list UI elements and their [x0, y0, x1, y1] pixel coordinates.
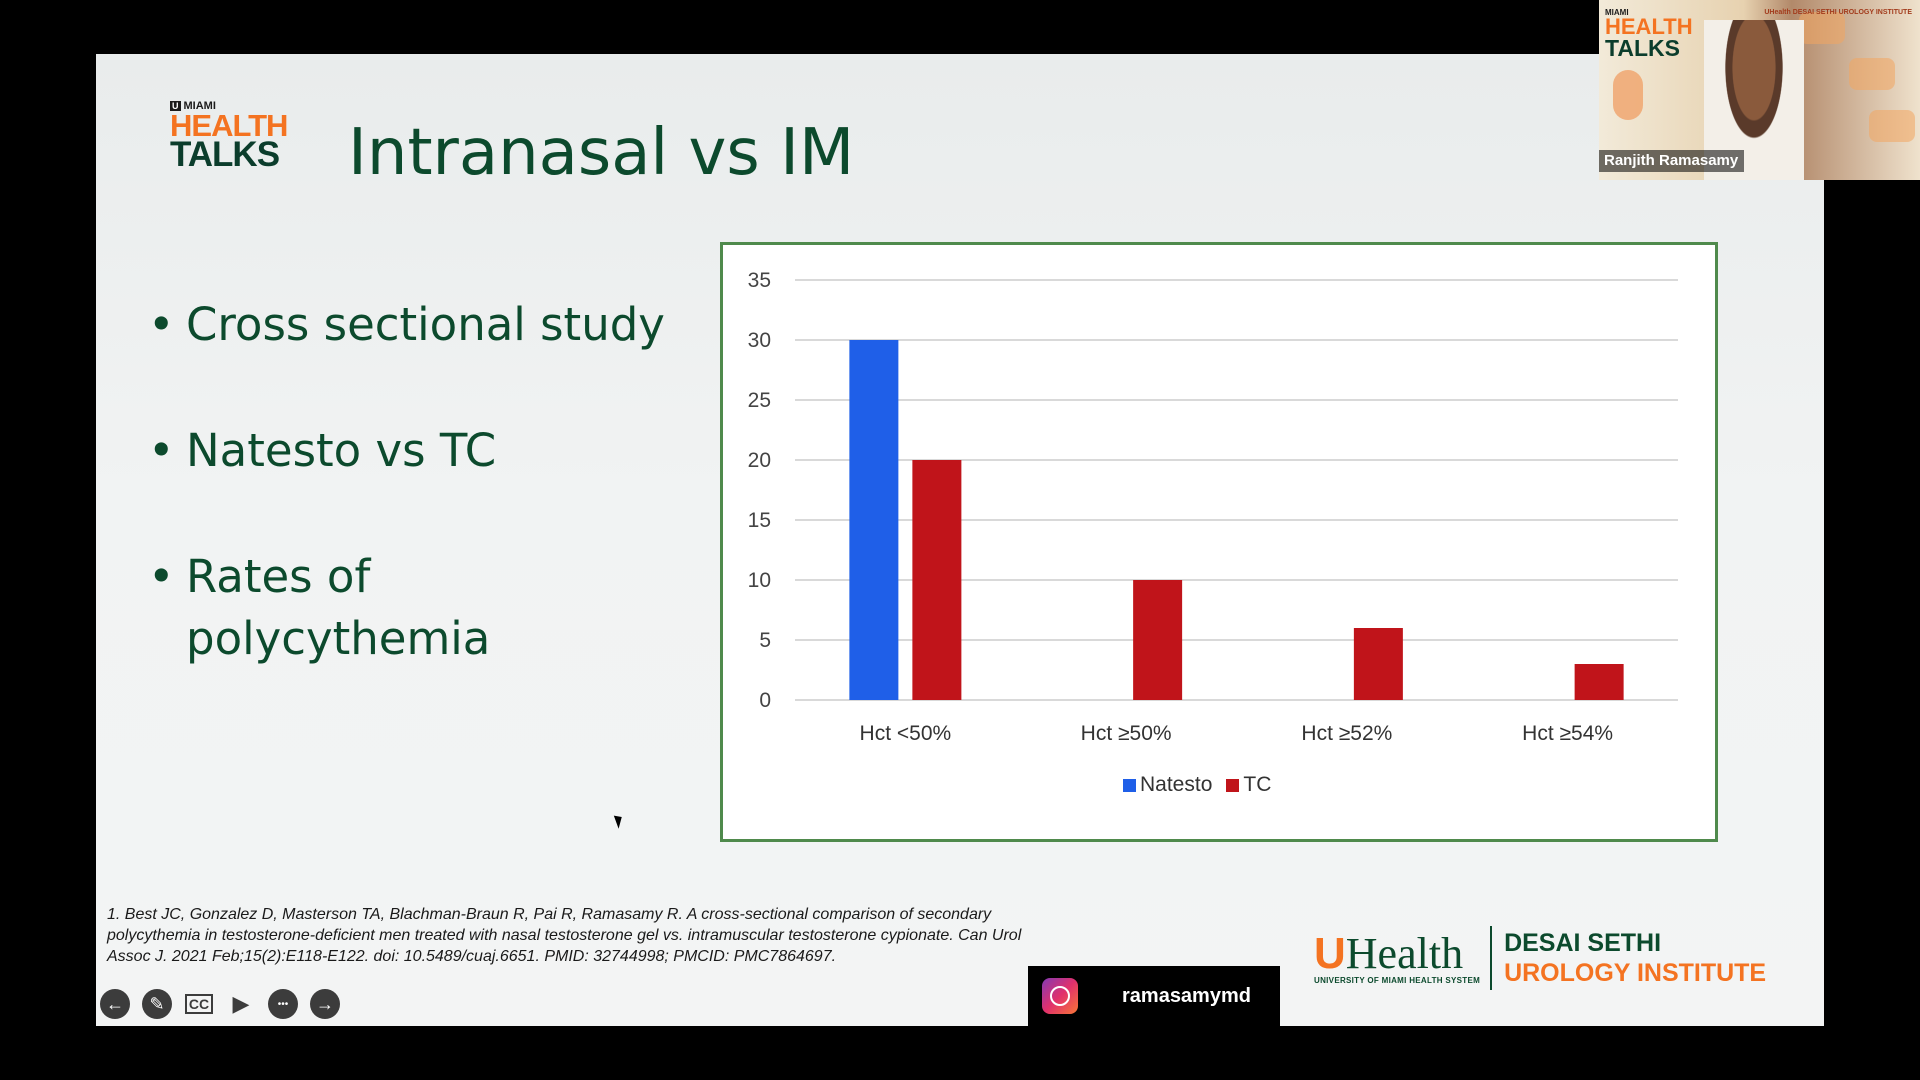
previous-slide-button[interactable]: ←	[100, 989, 130, 1019]
bar-tc	[1353, 628, 1403, 700]
speaker-name-label: Ranjith Ramasamy	[1599, 150, 1745, 172]
arrow-left-icon: ←	[106, 993, 124, 1014]
pen-tool-button[interactable]: ✎	[142, 989, 172, 1019]
y-tick-label: 10	[748, 569, 771, 592]
slide-title: Intranasal vs IM	[348, 116, 855, 190]
y-tick-label: 30	[748, 329, 771, 352]
health-talks-logo: U MIAMI HEALTH TALKS	[170, 100, 288, 174]
bullet-item: Rates of polycythemia	[148, 546, 516, 670]
bullet-item: Cross sectional study	[148, 294, 668, 356]
video-camera-icon: ▶	[232, 991, 250, 1016]
chart-canvas: 0 5 10 15 20 25 30 35 Hct <50% Hct ≥50% Hct ≥52% Hc…	[748, 269, 1678, 745]
captions-button[interactable]: CC	[184, 989, 214, 1019]
arrow-right-icon: →	[316, 993, 334, 1014]
x-tick-label: Hct ≥54%	[1522, 722, 1613, 745]
chart-legend: Natesto TC	[1123, 773, 1271, 797]
y-tick-label: 0	[759, 689, 771, 712]
webcam-brand-logo: UHealth DESAI SETHI UROLOGY INSTITUTE	[1764, 9, 1912, 16]
bullet-item: Natesto vs TC	[148, 420, 668, 482]
more-options-button[interactable]: •••	[268, 989, 298, 1019]
bar-natesto	[849, 340, 899, 700]
bar-chart: 0 5 10 15 20 25 30 35 Hct <50% Hct ≥50% Hct ≥52% Hc…	[720, 242, 1718, 842]
x-tick-label: Hct <50%	[860, 722, 952, 745]
microphone-graphic	[1613, 70, 1643, 120]
legend-item-natesto: Natesto	[1123, 773, 1212, 797]
ellipsis-icon: •••	[277, 998, 289, 1010]
instagram-icon	[1042, 978, 1078, 1014]
bar-tc	[912, 460, 962, 700]
x-tick-label: Hct ≥52%	[1301, 722, 1392, 745]
pen-icon: ✎	[149, 993, 165, 1014]
slideshow-controls: ← ✎ CC ▶ ••• →	[100, 989, 340, 1019]
bar-tc	[1574, 664, 1624, 700]
citation-text: 1. Best JC, Gonzalez D, Masterson TA, Bl…	[107, 906, 1022, 965]
y-tick-label: 5	[759, 629, 771, 652]
instagram-banner: ramasamymd	[1028, 966, 1280, 1026]
bullet-list: Cross sectional study Natesto vs TC Rate…	[148, 294, 668, 734]
x-tick-label: Hct ≥50%	[1081, 722, 1172, 745]
uhealth-logo: UHealth UNIVERSITY OF MIAMI HEALTH SYSTE…	[1314, 926, 1766, 990]
mouse-cursor	[613, 813, 626, 829]
instagram-handle: ramasamymd	[1122, 984, 1251, 1007]
bar-tc	[1133, 580, 1183, 700]
y-tick-label: 20	[748, 449, 771, 472]
cc-icon: CC	[184, 994, 214, 1014]
camera-button[interactable]: ▶	[226, 989, 256, 1019]
y-tick-label: 15	[748, 509, 771, 532]
speaker-video-tile[interactable]: MIAMI HEALTH TALKS UHealth DESAI SETHI U…	[1599, 0, 1920, 180]
y-tick-label: 35	[748, 269, 771, 292]
legend-item-tc: TC	[1226, 773, 1271, 797]
webcam-health-talks-logo: MIAMI HEALTH TALKS	[1605, 8, 1693, 61]
y-tick-label: 25	[748, 389, 771, 412]
next-slide-button[interactable]: →	[310, 989, 340, 1019]
